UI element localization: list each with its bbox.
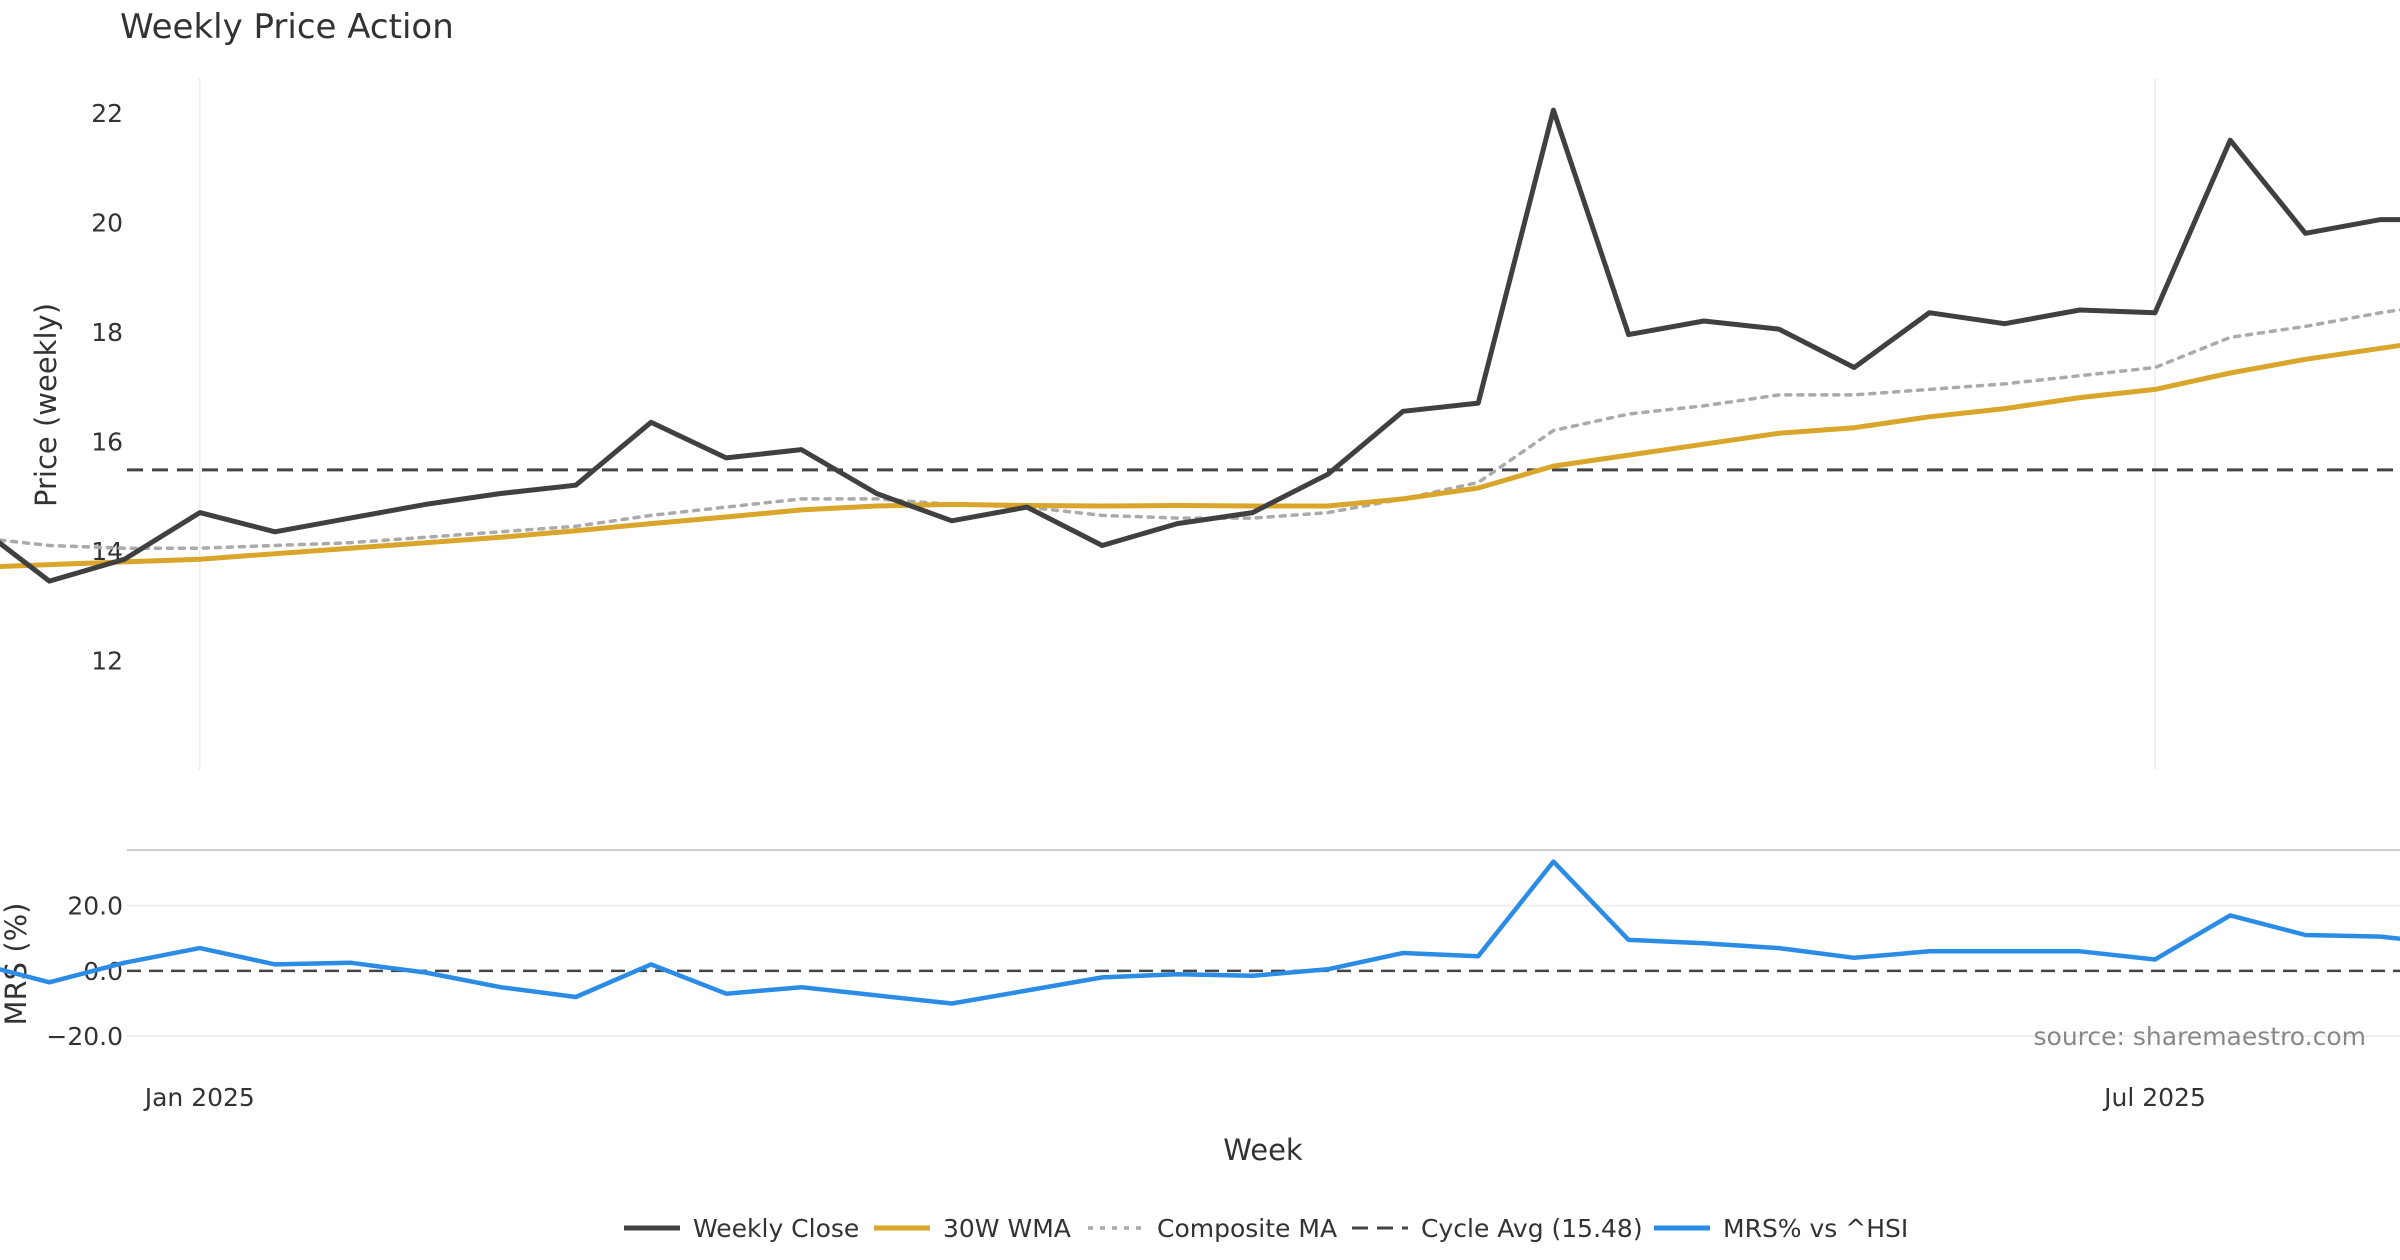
legend-label: Cycle Avg (15.48) bbox=[1421, 1214, 1643, 1243]
legend-label: MRS% vs ^HSI bbox=[1723, 1214, 1908, 1243]
series-line-30w-wma bbox=[0, 342, 2400, 569]
x-axis-ticks: Jan 2023Jul 2023Jan 2024Jul 2024Jan 2025… bbox=[143, 1083, 2206, 1112]
price-y-tick-label: 16 bbox=[91, 427, 123, 456]
mrs-y-tick-label: 20.0 bbox=[67, 892, 123, 921]
price-gridlines bbox=[199, 78, 2156, 770]
mrs-series-group bbox=[0, 859, 2400, 1006]
x-axis-label: Week bbox=[1223, 1133, 1303, 1167]
x-tick-label: Jan 2025 bbox=[143, 1083, 255, 1112]
series-line-composite-ma bbox=[0, 308, 2400, 550]
price-y-tick-label: 12 bbox=[91, 646, 123, 675]
mrs-y-tick-label: −20.0 bbox=[46, 1022, 123, 1051]
series-line-mrs bbox=[0, 859, 2400, 1006]
legend-label: 30W WMA bbox=[943, 1214, 1071, 1243]
source-note: source: sharemaestro.com bbox=[2034, 1022, 2367, 1051]
x-tick-label: Jul 2025 bbox=[2102, 1083, 2206, 1112]
legend-label: Weekly Close bbox=[693, 1214, 859, 1243]
mrs-panel: 20.00.0−20.0 MRS (%) source: sharemaestr… bbox=[0, 859, 2400, 1051]
legend-label: Composite MA bbox=[1157, 1214, 1337, 1243]
series-line-weekly-close bbox=[0, 107, 2400, 584]
price-series-group bbox=[0, 107, 2400, 584]
mrs-y-axis-label: MRS (%) bbox=[0, 903, 33, 1026]
chart-title: Weekly Price Action bbox=[120, 7, 454, 47]
legend: Weekly Close 30W WMA Composite MA Cycle Avg… bbox=[624, 1214, 1908, 1243]
price-y-tick-label: 20 bbox=[91, 208, 123, 237]
price-y-axis-label: Price (weekly) bbox=[29, 303, 63, 507]
price-y-tick-label: 18 bbox=[91, 318, 123, 347]
price-y-tick-label: 22 bbox=[91, 99, 123, 128]
mrs-gridlines bbox=[127, 904, 2400, 1037]
